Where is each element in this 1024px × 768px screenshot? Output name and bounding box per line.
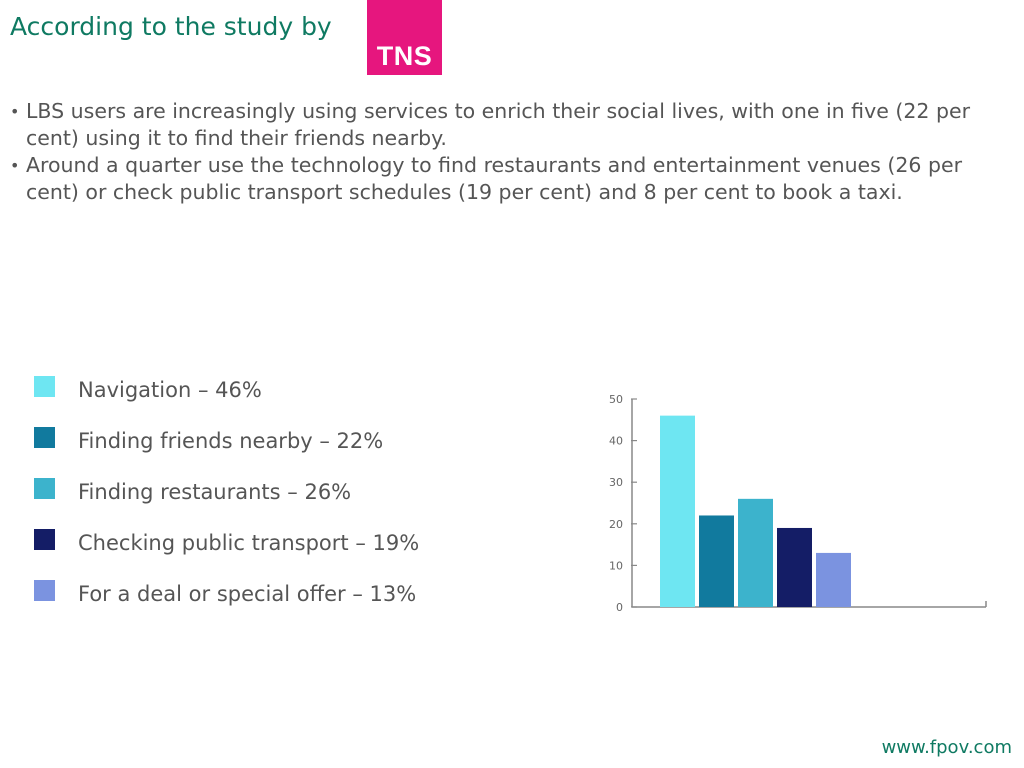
legend-swatch bbox=[34, 376, 55, 397]
legend-item: Checking public transport – 19% bbox=[34, 517, 419, 568]
tns-logo-text: TNS bbox=[376, 41, 433, 71]
legend-item: For a deal or special offer – 13% bbox=[34, 568, 419, 619]
chart-legend: Navigation – 46% Finding friends nearby … bbox=[34, 364, 419, 619]
bullet-dot-icon: • bbox=[10, 156, 20, 175]
legend-label: For a deal or special offer – 13% bbox=[78, 581, 417, 606]
legend-item: Finding friends nearby – 22% bbox=[34, 415, 419, 466]
tns-logo: TNS bbox=[367, 0, 442, 75]
bullet-item: • LBS users are increasingly using servi… bbox=[10, 98, 1010, 152]
bar-chart: 0 10 20 30 40 50 bbox=[609, 393, 987, 614]
bar bbox=[699, 515, 734, 607]
legend-swatch bbox=[34, 427, 55, 448]
footer-url: www.fpov.com bbox=[881, 737, 1012, 758]
bullet-text: Around a quarter use the technology to f… bbox=[26, 153, 963, 204]
bar bbox=[660, 415, 695, 607]
legend-swatch bbox=[34, 529, 55, 550]
legend-label: Finding friends nearby – 22% bbox=[78, 428, 384, 453]
legend-item: Finding restaurants – 26% bbox=[34, 466, 419, 517]
y-tick-label: 0 bbox=[616, 601, 623, 614]
bar bbox=[816, 552, 851, 607]
y-tick-label: 40 bbox=[609, 435, 623, 448]
y-tick-label: 30 bbox=[609, 476, 623, 489]
y-tick-label: 20 bbox=[609, 518, 623, 531]
y-tick-label: 10 bbox=[609, 559, 623, 572]
bar bbox=[777, 527, 812, 607]
heading: According to the study by bbox=[10, 12, 332, 41]
bullet-list: • LBS users are increasingly using servi… bbox=[10, 98, 1010, 206]
y-tick-label: 50 bbox=[609, 393, 623, 406]
legend-label: Finding restaurants – 26% bbox=[78, 479, 352, 504]
legend-label: Checking public transport – 19% bbox=[78, 530, 420, 555]
bullet-text: LBS users are increasingly using service… bbox=[26, 99, 970, 150]
bullet-dot-icon: • bbox=[10, 102, 20, 121]
legend-swatch bbox=[34, 580, 55, 601]
legend-item: Navigation – 46% bbox=[34, 364, 419, 415]
legend-swatch bbox=[34, 478, 55, 499]
legend-label: Navigation – 46% bbox=[78, 377, 262, 402]
bullet-item: • Around a quarter use the technology to… bbox=[10, 152, 1010, 206]
bar bbox=[738, 498, 773, 607]
